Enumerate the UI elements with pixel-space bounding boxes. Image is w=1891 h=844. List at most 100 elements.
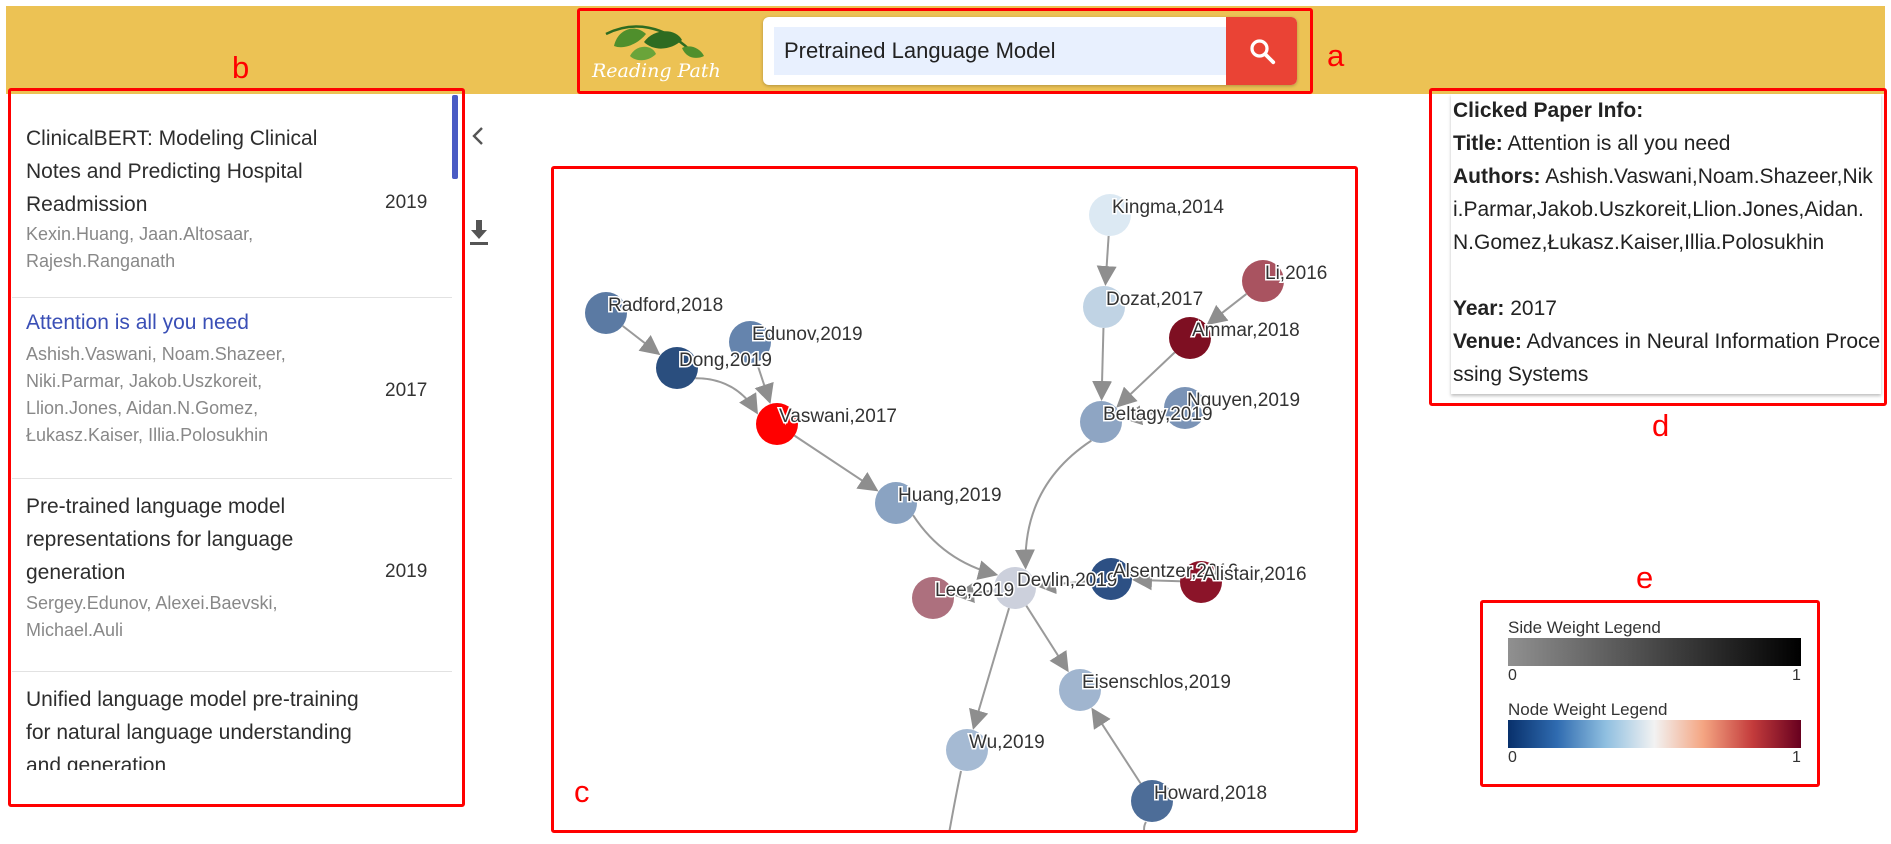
citation-edge [1121, 405, 1165, 426]
graph-node-lee[interactable] [912, 577, 954, 619]
info-authors-key: Authors: [1453, 165, 1541, 188]
info-title-row: Title: Attention is all you need [1453, 127, 1881, 160]
citation-edge [953, 583, 995, 603]
paper-title[interactable]: ClinicalBERT: Modeling Clinical Notes an… [26, 127, 318, 216]
graph-node-label-dong: Dong,2019 [679, 350, 772, 371]
download-icon[interactable] [467, 218, 491, 246]
graph-node-label-lee: Lee,2019 [935, 580, 1014, 601]
citation-edge [1143, 821, 1147, 833]
side-weight-max: 1 [1792, 667, 1801, 684]
graph-node-radford[interactable] [585, 292, 627, 334]
paper-year: 2019 [385, 561, 428, 582]
chevron-left-icon[interactable] [470, 124, 486, 148]
annotation-label-d: d [1652, 408, 1670, 443]
search-bar [763, 17, 1297, 85]
annotation-box-a [577, 8, 1313, 94]
graph-node-label-huang: Huang,2019 [898, 485, 1002, 506]
paper-list-scrollbar[interactable] [452, 95, 458, 179]
annotation-label-b: b [232, 50, 250, 85]
graph-node-kingma[interactable] [1089, 194, 1131, 236]
citation-edge [1025, 605, 1069, 673]
graph-node-alsentzer[interactable] [1090, 558, 1132, 600]
paper-list-item[interactable]: Pre-trained language model representatio… [12, 479, 452, 672]
paper-list-item[interactable]: Unified language model pre-training for … [12, 672, 452, 770]
search-icon [1249, 39, 1275, 65]
citation-edge [1035, 574, 1091, 595]
leaf-logo-icon [605, 25, 704, 61]
clicked-paper-info: Clicked Paper Info: Title: Attention is … [1451, 94, 1881, 394]
logo-text: Reading Path [592, 60, 721, 82]
citation-edge [1091, 707, 1142, 784]
graph-node-eisenschlos[interactable] [1059, 669, 1101, 711]
info-venue-key: Venue: [1453, 330, 1522, 353]
graph-node-li[interactable] [1242, 260, 1284, 302]
graph-node-beltagy[interactable] [1080, 401, 1122, 443]
paper-title[interactable]: Attention is all you need [26, 311, 249, 334]
graph-node-label-edunov: Edunov,2019 [752, 324, 863, 345]
graph-nodes[interactable]: Kingma,2014 Li,2016 Dozat,2017 Ammar,2018 Ng… [585, 194, 1329, 822]
citation-edge [754, 361, 774, 405]
citation-edge [1116, 351, 1176, 408]
annotation-box-b [8, 88, 465, 807]
graph-node-huang[interactable] [875, 482, 917, 524]
paper-authors: Ashish.Vaswani, Noam.Shazeer, Niki.Parma… [26, 344, 286, 445]
side-weight-legend-title: Side Weight Legend [1508, 618, 1661, 637]
citation-edge [1096, 235, 1117, 287]
annotation-label-a: a [1327, 38, 1345, 73]
info-authors-row: Authors: Ashish.Vaswani,Noam.Shazeer,Nik… [1453, 160, 1881, 259]
citation-edge [1015, 439, 1092, 570]
search-button[interactable] [1226, 17, 1297, 85]
info-year-value: 2017 [1510, 297, 1557, 320]
annotation-box-d [1429, 88, 1887, 406]
graph-node-label-vaswani: Vaswani,2017 [779, 406, 897, 427]
annotation-label-c: c [574, 774, 590, 809]
graph-node-devlin[interactable] [994, 567, 1036, 609]
graph-node-label-alistair: Alistair,2016 [1203, 564, 1307, 585]
paper-year: 2019 [385, 192, 428, 213]
citation-edge [948, 770, 962, 833]
graph-edges [621, 235, 1248, 833]
node-weight-gradient [1508, 720, 1801, 748]
paper-title[interactable]: Unified language model pre-training for … [26, 688, 359, 770]
paper-authors: Sergey.Edunov, Alexei.Baevski, Michael.A… [26, 593, 278, 640]
graph-node-dozat[interactable] [1083, 286, 1125, 328]
info-header: Clicked Paper Info: [1453, 99, 1644, 122]
info-title-value: Attention is all you need [1507, 132, 1731, 155]
citation-edge [1206, 293, 1248, 326]
info-venue-value: Advances in Neural Information Processin… [1453, 330, 1881, 386]
graph-node-alistair[interactable] [1180, 561, 1222, 603]
graph-node-nguyen[interactable] [1164, 387, 1206, 429]
citation-edge [1092, 327, 1113, 402]
info-year-row: Year: 2017 [1453, 292, 1881, 325]
graph-node-edunov[interactable] [729, 321, 771, 363]
graph-node-label-nguyen: Nguyen,2019 [1187, 390, 1300, 411]
info-venue-row: Venue: Advances in Neural Information Pr… [1453, 325, 1881, 391]
citation-graph-canvas[interactable]: Kingma,2014 Li,2016 Dozat,2017 Ammar,2018 Ng… [553, 168, 1356, 833]
graph-node-ammar[interactable] [1169, 317, 1211, 359]
citation-edge [695, 377, 758, 415]
graph-node-howard[interactable] [1131, 780, 1173, 822]
weight-legend: Side Weight Legend 0 1 Node Weight Legen… [1480, 600, 1820, 780]
paper-list-item-selected[interactable]: Attention is all you need Ashish.Vaswani… [12, 298, 452, 479]
side-weight-gradient [1508, 638, 1801, 666]
graph-node-label-li: Li,2016 [1265, 263, 1327, 284]
paper-title[interactable]: Pre-trained language model representatio… [26, 495, 294, 584]
graph-node-label-howard: Howard,2018 [1154, 783, 1267, 804]
graph-node-label-ammar: Ammar,2018 [1192, 320, 1300, 341]
paper-list-item[interactable]: ClinicalBERT: Modeling Clinical Notes an… [12, 92, 452, 298]
graph-node-label-dozat: Dozat,2017 [1106, 289, 1203, 310]
graph-node-label-alsentzer: Alsentzer,2019 [1113, 561, 1239, 582]
paper-year: 2017 [385, 380, 428, 401]
graph-node-vaswani[interactable] [756, 403, 798, 445]
graph-node-wu[interactable] [946, 729, 988, 771]
graph-node-label-radford: Radford,2018 [608, 295, 723, 316]
node-weight-min: 0 [1508, 749, 1517, 766]
node-weight-max: 1 [1792, 749, 1801, 766]
graph-node-label-devlin: Devlin,2019 [1017, 570, 1117, 591]
citation-graph[interactable]: Kingma,2014 Li,2016 Dozat,2017 Ammar,2018 Ng… [553, 168, 1356, 833]
search-input[interactable] [774, 27, 1226, 75]
graph-node-dong[interactable] [656, 347, 698, 389]
annotation-box-e [1480, 600, 1820, 787]
citation-edge [969, 607, 1010, 730]
paper-authors: Kexin.Huang, Jaan.Altosaar, Rajesh.Ranga… [26, 224, 254, 271]
